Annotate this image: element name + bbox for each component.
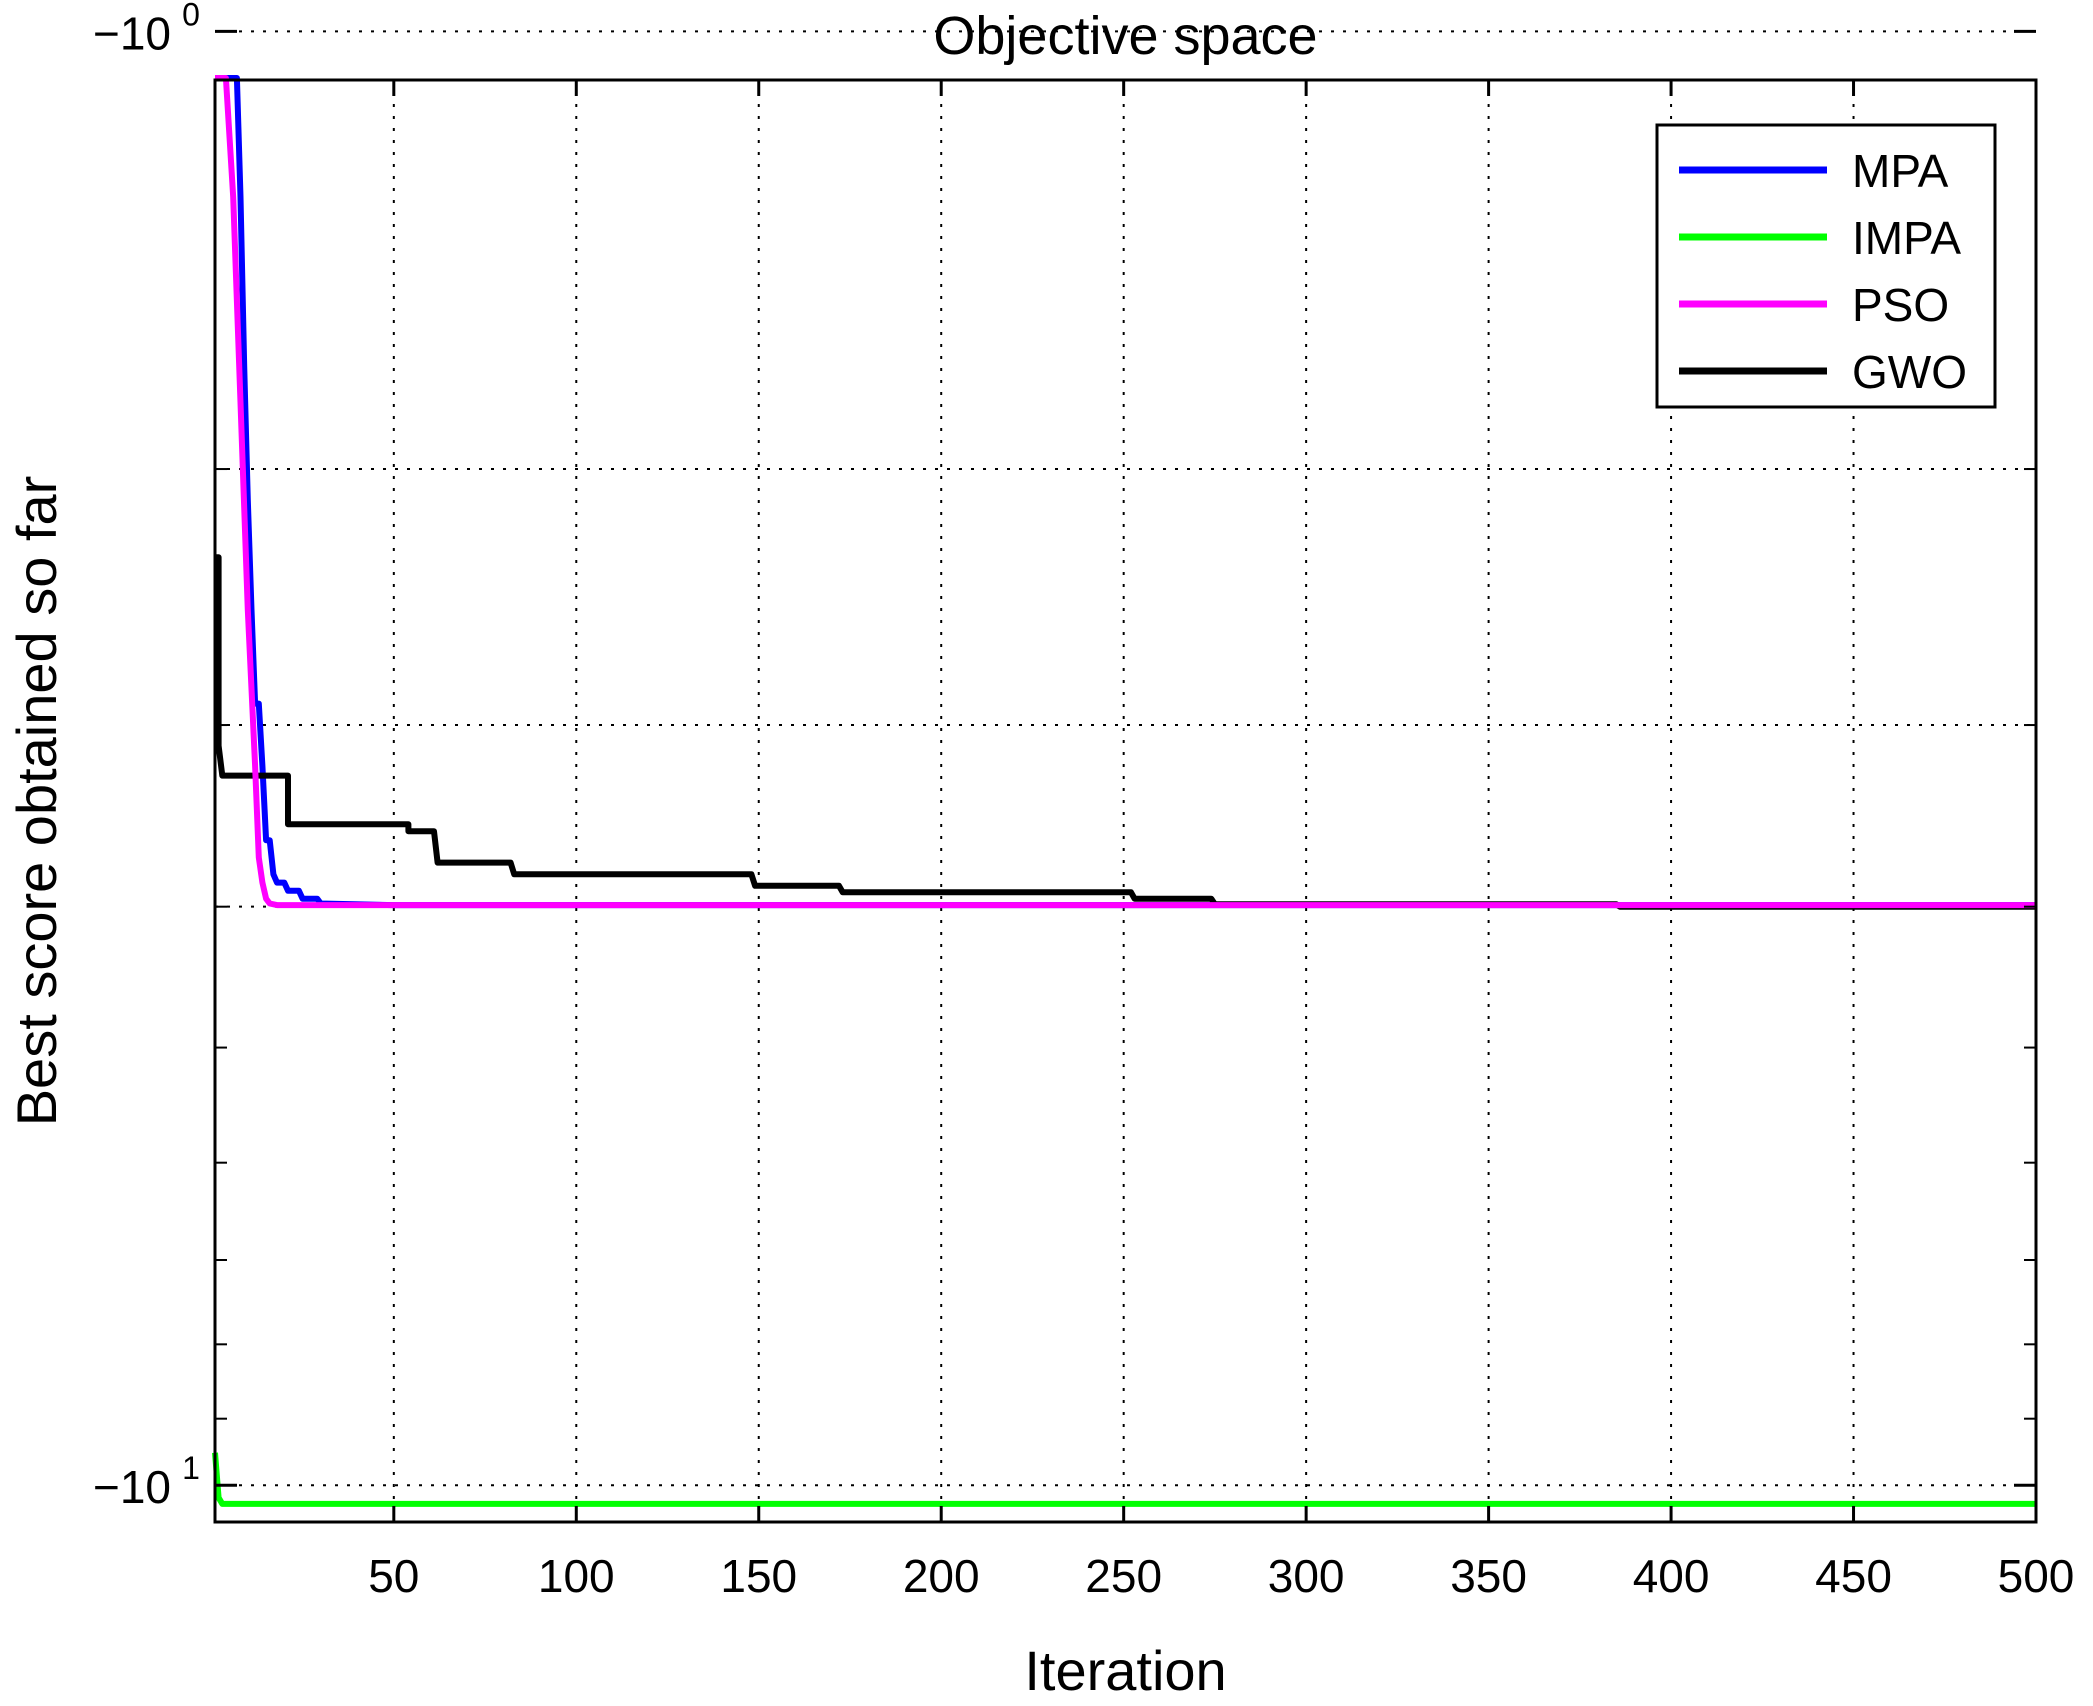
x-tick-label: 50 [368,1550,419,1602]
axis-ticks [215,29,2038,1522]
x-tick-label: 500 [1998,1550,2075,1602]
plot-area-frame [213,78,2038,1524]
legend-label-gwo: GWO [1852,346,1967,398]
x-tick-label: 300 [1268,1550,1345,1602]
series-line-mpa [215,75,2036,909]
x-tick-label: 350 [1450,1550,1527,1602]
y-tick-label: −10 [93,7,171,59]
data-series [212,75,2036,1507]
x-tick-label: 150 [720,1550,797,1602]
chart-title: Objective space [933,6,1317,66]
x-tick-label: 450 [1815,1550,1892,1602]
y-tick-label-exponent: 1 [182,1450,200,1486]
legend-label-mpa: MPA [1852,145,1949,197]
tick-labels: 50 100 150 200 250 300 350 400 450 500 −10 0 −10 1 [93,0,2074,1602]
series-line-pso [215,75,2036,909]
series-line-impa [212,1452,2036,1507]
series-line-gwo [215,554,2036,910]
x-axis-title: Iteration [1024,1639,1226,1701]
x-tick-label: 200 [903,1550,980,1602]
legend-label-impa: IMPA [1852,212,1961,264]
legend-label-pso: PSO [1852,279,1949,331]
y-tick-label-exponent: 0 [182,0,200,32]
legend: MPA IMPA PSO GWO [1655,123,1997,409]
y-tick-label: −10 [93,1461,171,1513]
x-tick-label: 100 [538,1550,615,1602]
x-tick-label: 400 [1633,1550,1710,1602]
y-axis-title: Best score obtained so far [5,476,68,1127]
x-tick-label: 250 [1085,1550,1162,1602]
